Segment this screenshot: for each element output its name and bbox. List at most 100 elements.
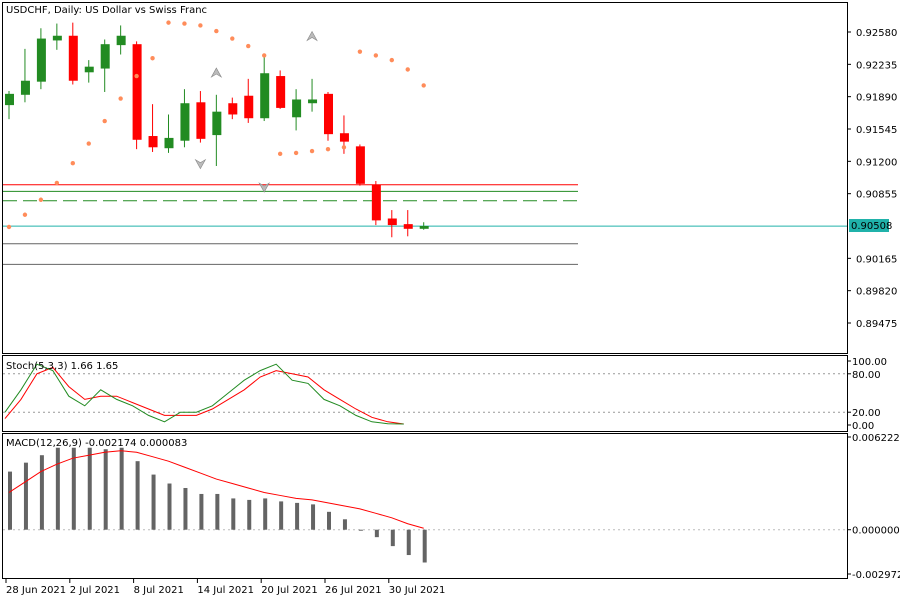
- candle-bull: [308, 99, 318, 104]
- candle-bear: [132, 44, 142, 140]
- sar-dot: [198, 23, 203, 28]
- date-tick-label: 14 Jul 2021: [197, 585, 254, 596]
- macd-histogram-bar: [295, 502, 300, 530]
- candle-bull: [212, 111, 222, 136]
- macd-histogram-bar: [231, 498, 236, 530]
- sar-dot: [325, 146, 331, 152]
- stochastic-series: [3, 363, 847, 425]
- stoch-pane-frame: [2, 355, 848, 432]
- sar-dot: [262, 53, 267, 58]
- price-tick-label: 0.92580: [856, 28, 897, 39]
- candle-bull: [36, 38, 46, 82]
- candle-bear: [371, 184, 381, 221]
- candle-bull: [292, 99, 302, 118]
- price-tick-label: 0.90855: [856, 190, 897, 201]
- fractal-markers: [194, 30, 318, 193]
- sar-dot: [246, 43, 251, 49]
- candle-bull: [52, 35, 62, 41]
- sar-dot: [214, 28, 219, 34]
- sar-dot: [405, 67, 410, 72]
- sar-dot: [150, 56, 155, 61]
- macd-histogram-bar: [183, 487, 188, 530]
- sar-dot: [38, 197, 44, 202]
- macd-histogram-bar: [247, 499, 252, 530]
- price-tick-label: 0.89820: [856, 287, 897, 298]
- candle-bull: [419, 226, 429, 229]
- candle-bear: [403, 224, 413, 229]
- macd-histogram-bar: [374, 529, 379, 538]
- date-tick-label: 2 Jul 2021: [70, 585, 120, 596]
- sar-dot: [341, 145, 347, 150]
- macd-histogram-bar: [151, 474, 156, 530]
- macd-histogram-bar: [167, 483, 172, 530]
- stoch-tick-label: 20.00: [852, 408, 881, 419]
- candle-bull: [84, 66, 94, 73]
- macd-histogram-bar: [327, 511, 331, 530]
- candle-bear: [276, 76, 286, 108]
- sar-dot: [166, 20, 171, 25]
- sar-dot: [182, 21, 187, 26]
- sar-dot: [357, 49, 363, 54]
- candle-bull: [116, 35, 126, 46]
- candle-bull: [260, 73, 270, 119]
- macd-histogram-bar: [23, 462, 28, 530]
- candle-bull: [180, 103, 190, 141]
- sar-dot: [230, 36, 235, 41]
- candlestick-series: [5, 22, 429, 238]
- date-axis: 28 Jun 2021 2 Jul 2021 8 Jul 2021 14 Jul 20…: [5, 579, 446, 596]
- macd-histogram-bar: [390, 529, 395, 547]
- macd-histogram-bar: [55, 447, 60, 530]
- candle-bear: [244, 95, 254, 119]
- fractal-up-arrow: [210, 67, 223, 78]
- stoch-signal-line: [4, 366, 404, 425]
- current-price-tag: 0.90508: [849, 219, 892, 232]
- stoch-tick-label: 0.00: [852, 421, 874, 432]
- price-tick-label: 0.90165: [856, 254, 897, 265]
- date-tick-label: 26 Jul 2021: [325, 585, 382, 596]
- macd-histogram-bar: [311, 504, 316, 530]
- main-pane-frame: [2, 2, 848, 354]
- candle-bear: [355, 146, 365, 184]
- sar-dot: [309, 148, 315, 154]
- macd-tick-label: 0.006222: [852, 433, 900, 444]
- macd-axis: 0.006222 0.000000 -0.002972: [847, 433, 900, 581]
- sar-dot: [86, 141, 91, 146]
- fractal-up-arrow: [306, 30, 318, 42]
- sar-dot: [134, 73, 139, 79]
- sar-dot: [293, 150, 299, 156]
- sar-dot: [70, 161, 76, 166]
- sar-dot: [6, 224, 12, 230]
- main-pane-title: USDCHF, Daily: US Dollar vs Swiss Franc: [6, 5, 207, 16]
- macd-series: [3, 447, 847, 563]
- stoch-pane-title: Stoch(5,3,3) 1.66 1.65: [6, 361, 118, 372]
- fractal-down-arrow: [258, 182, 271, 193]
- macd-histogram-bar: [199, 493, 204, 530]
- parabolic-sar-series: [6, 20, 426, 230]
- price-axis: 0.92580 0.92235 0.91890 0.91545 0.91200 0.908…: [847, 28, 897, 330]
- fractal-down-arrow: [194, 158, 207, 170]
- macd-histogram-bar: [119, 447, 124, 530]
- macd-histogram-bar: [215, 493, 220, 530]
- macd-histogram-bar: [406, 529, 411, 556]
- sar-dot: [118, 96, 123, 101]
- current-price-tag-bg: [849, 219, 889, 232]
- macd-histogram-bar: [8, 471, 12, 530]
- macd-histogram-bar: [103, 449, 108, 530]
- candle-bear: [228, 103, 238, 115]
- price-tick-label: 0.91200: [856, 157, 897, 168]
- macd-tick-label: 0.000000: [852, 526, 900, 537]
- sar-dot: [54, 180, 60, 186]
- macd-histogram-bar: [87, 447, 92, 530]
- date-tick-label: 30 Jul 2021: [389, 585, 446, 596]
- sar-dot: [22, 212, 28, 217]
- candle-bull: [5, 93, 14, 106]
- date-tick-label: 20 Jul 2021: [261, 585, 318, 596]
- price-tick-label: 0.91890: [856, 93, 897, 104]
- stoch-tick-label: 80.00: [852, 370, 881, 381]
- price-tick-label: 0.91545: [856, 125, 897, 136]
- candle-bear: [68, 35, 78, 81]
- candle-bear: [148, 136, 158, 148]
- sar-dot: [389, 57, 394, 63]
- stoch-main-line: [4, 363, 404, 425]
